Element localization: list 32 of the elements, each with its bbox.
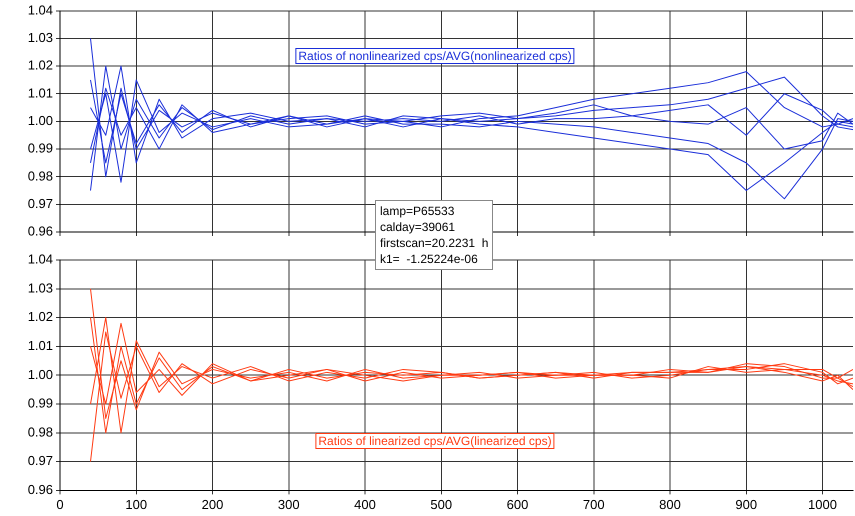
y-tick-label: 0.96 bbox=[28, 224, 53, 239]
y-tick-label: 1.02 bbox=[28, 309, 53, 324]
y-tick-label: 1.04 bbox=[28, 252, 53, 267]
annotation: Ratios of linearized cps/AVG(linearized cps) bbox=[315, 433, 555, 449]
y-tick-label: 1.00 bbox=[28, 366, 53, 382]
x-tick-label: 600 bbox=[506, 496, 528, 512]
y-tick-label: 1.01 bbox=[28, 85, 53, 100]
y-tick-label: 0.99 bbox=[28, 140, 53, 156]
y-tick-label: 1.02 bbox=[28, 58, 53, 73]
x-tick-label: 700 bbox=[582, 496, 605, 512]
x-tick-label: 100 bbox=[125, 496, 148, 512]
x-tick-label: 200 bbox=[202, 496, 224, 512]
y-tick-label: 0.98 bbox=[28, 168, 53, 184]
y-tick-label: 0.99 bbox=[28, 396, 53, 411]
y-tick-label: 0.98 bbox=[28, 424, 53, 440]
y-tick-label: 0.97 bbox=[28, 196, 53, 211]
x-tick-label: 800 bbox=[659, 496, 681, 512]
y-tick-label: 1.03 bbox=[28, 280, 53, 296]
x-tick-label: 900 bbox=[735, 496, 758, 512]
y-tick-label: 0.96 bbox=[28, 482, 53, 497]
x-tick-label: 1000 bbox=[808, 496, 837, 512]
x-tick-label: 0 bbox=[56, 496, 64, 512]
x-tick-label: 400 bbox=[354, 496, 376, 512]
y-tick-label: 1.01 bbox=[28, 338, 53, 353]
y-tick-label: 1.03 bbox=[28, 30, 53, 46]
y-tick-label: 1.04 bbox=[28, 2, 53, 18]
annotation: lamp=P65533 calday=39061 firstscan=20.2231 h k1= -1.25224e-06 bbox=[375, 200, 494, 270]
x-tick-label: 300 bbox=[278, 496, 300, 512]
x-tick-label: 500 bbox=[430, 496, 452, 512]
y-tick-label: 0.97 bbox=[28, 453, 53, 468]
annotation: Ratios of nonlinearized cps/AVG(nonlinearized cps) bbox=[295, 48, 575, 64]
y-tick-label: 1.00 bbox=[28, 112, 53, 128]
